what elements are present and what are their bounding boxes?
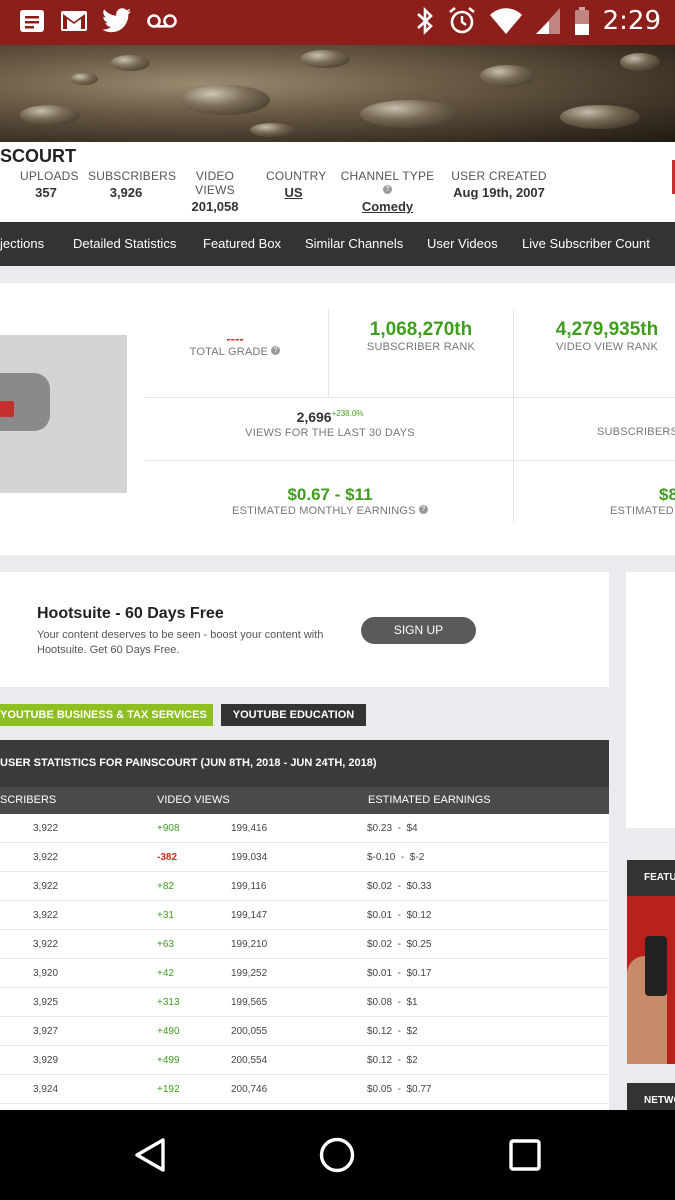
status-bar: 2:29 <box>0 0 675 45</box>
help-icon[interactable]: ? <box>271 346 281 355</box>
featured-heading: FEATU <box>627 860 675 896</box>
col-video-views: VIDEO VIEWS <box>157 794 230 806</box>
twitter-icon <box>102 8 131 33</box>
table-row: 3,922 -382 199,034 $-0.10 - $-2 <box>0 843 609 872</box>
stat-user-created: USER CREATED Aug 19th, 2007 <box>451 169 547 200</box>
ad-description: Your content deserves to be seen - boost… <box>37 629 324 656</box>
table-row: 3,922 +63 199,210 $0.02 - $0.25 <box>0 930 609 959</box>
subscribe-button-edge[interactable] <box>672 160 675 194</box>
voicemail-icon <box>147 14 177 28</box>
col-estimated-earnings: ESTIMATED EARNINGS <box>368 794 491 806</box>
grade-card: ---- TOTAL GRADE ? 1,068,270th SUBSCRIBE… <box>0 283 675 555</box>
stat-country: COUNTRY US <box>266 169 327 200</box>
nav-live-subscriber-count[interactable]: Live Subscriber Count <box>522 236 650 251</box>
monthly-earnings: $0.67 - $11 ESTIMATED MONTHLY EARNINGS ? <box>200 485 460 517</box>
table-header: SCRIBERS VIDEO VIEWS ESTIMATED EARNINGS <box>0 787 609 814</box>
table-row: 3,924 +192 200,746 $0.05 - $0.77 <box>0 1075 609 1104</box>
channel-avatar <box>0 335 127 493</box>
sidebar-ad <box>626 572 675 828</box>
table-title: USER STATISTICS FOR PAINSCOURT (JUN 8TH,… <box>0 740 609 787</box>
subscriber-rank: 1,068,270th SUBSCRIBER RANK <box>366 319 476 353</box>
country-link[interactable]: US <box>284 185 303 200</box>
nav-user-videos[interactable]: User Videos <box>427 236 498 251</box>
youtube-business-button[interactable]: YOUTUBE BUSINESS & TAX SERVICES <box>0 704 213 726</box>
help-icon[interactable]: ? <box>418 505 428 514</box>
nav-featured-box[interactable]: Featured Box <box>203 236 282 251</box>
stat-video-views: VIDEO VIEWS 201,058 <box>191 169 239 214</box>
views-change: +238.0% <box>331 409 364 418</box>
yearly-earnings: $8 ESTIMATED <box>610 485 675 517</box>
channel-header: SCOURT UPLOADS 357 SUBSCRIBERS 3,926 VID… <box>0 142 675 222</box>
table-row: 3,925 +313 199,565 $0.08 - $1 <box>0 988 609 1017</box>
subscribers-last-30-days: SUBSCRIBERS <box>597 426 675 438</box>
ad-banner: Hootsuite - 60 Days Free Your content de… <box>0 572 609 687</box>
battery-icon <box>574 7 589 35</box>
nav-projections[interactable]: jections <box>0 236 45 251</box>
notes-icon <box>20 10 44 32</box>
android-nav-bar <box>0 1110 675 1200</box>
stat-uploads: UPLOADS 357 <box>20 169 79 200</box>
network-heading: NETWO <box>627 1083 675 1110</box>
bluetooth-icon <box>416 6 433 36</box>
youtube-education-button[interactable]: YOUTUBE EDUCATION <box>221 704 366 726</box>
video-view-rank: 4,279,935th VIDEO VIEW RANK <box>555 319 659 353</box>
stat-subscribers: SUBSCRIBERS 3,926 <box>88 169 177 200</box>
gmail-icon <box>61 11 87 31</box>
nav-similar-channels[interactable]: Similar Channels <box>305 236 404 251</box>
total-grade: ---- TOTAL GRADE ? <box>160 331 310 358</box>
channel-name: SCOURT <box>0 146 76 166</box>
recents-icon[interactable] <box>508 1138 542 1172</box>
clock: 2:29 <box>602 6 661 36</box>
views-last-30-days: 2,696+238.0% VIEWS FOR THE LAST 30 DAYS <box>245 409 415 439</box>
table-row: 3,929 +499 200,554 $0.12 - $2 <box>0 1046 609 1075</box>
ad-title: Hootsuite - 60 Days Free <box>37 605 224 622</box>
help-icon[interactable]: ? <box>383 185 392 194</box>
signal-icon <box>535 8 560 34</box>
table-row: 3,920 +42 199,252 $0.01 - $0.17 <box>0 959 609 988</box>
col-subscribers: SCRIBERS <box>0 794 57 806</box>
table-row: 3,927 +490 200,055 $0.12 - $2 <box>0 1017 609 1046</box>
table-row: 3,922 +31 199,147 $0.01 - $0.12 <box>0 901 609 930</box>
wifi-icon <box>489 8 522 34</box>
featured-image[interactable] <box>627 896 675 1064</box>
channel-banner <box>0 45 675 142</box>
table-row: 3,922 +908 199,416 $0.23 - $4 <box>0 814 609 843</box>
back-icon[interactable] <box>133 1137 167 1173</box>
alarm-icon <box>448 6 475 34</box>
channel-type-link[interactable]: Comedy <box>361 199 414 214</box>
stats-table: 3,922 +908 199,416 $0.23 - $4 3,922 -382… <box>0 814 609 1110</box>
channel-nav: jections Detailed Statistics Featured Bo… <box>0 222 675 266</box>
home-icon[interactable] <box>318 1136 356 1174</box>
stat-channel-type: CHANNEL TYPE ? Comedy <box>335 169 440 214</box>
sign-up-button[interactable]: SIGN UP <box>361 617 476 644</box>
nav-detailed-statistics[interactable]: Detailed Statistics <box>73 236 177 251</box>
table-row: 3,922 +82 199,116 $0.02 - $0.33 <box>0 872 609 901</box>
